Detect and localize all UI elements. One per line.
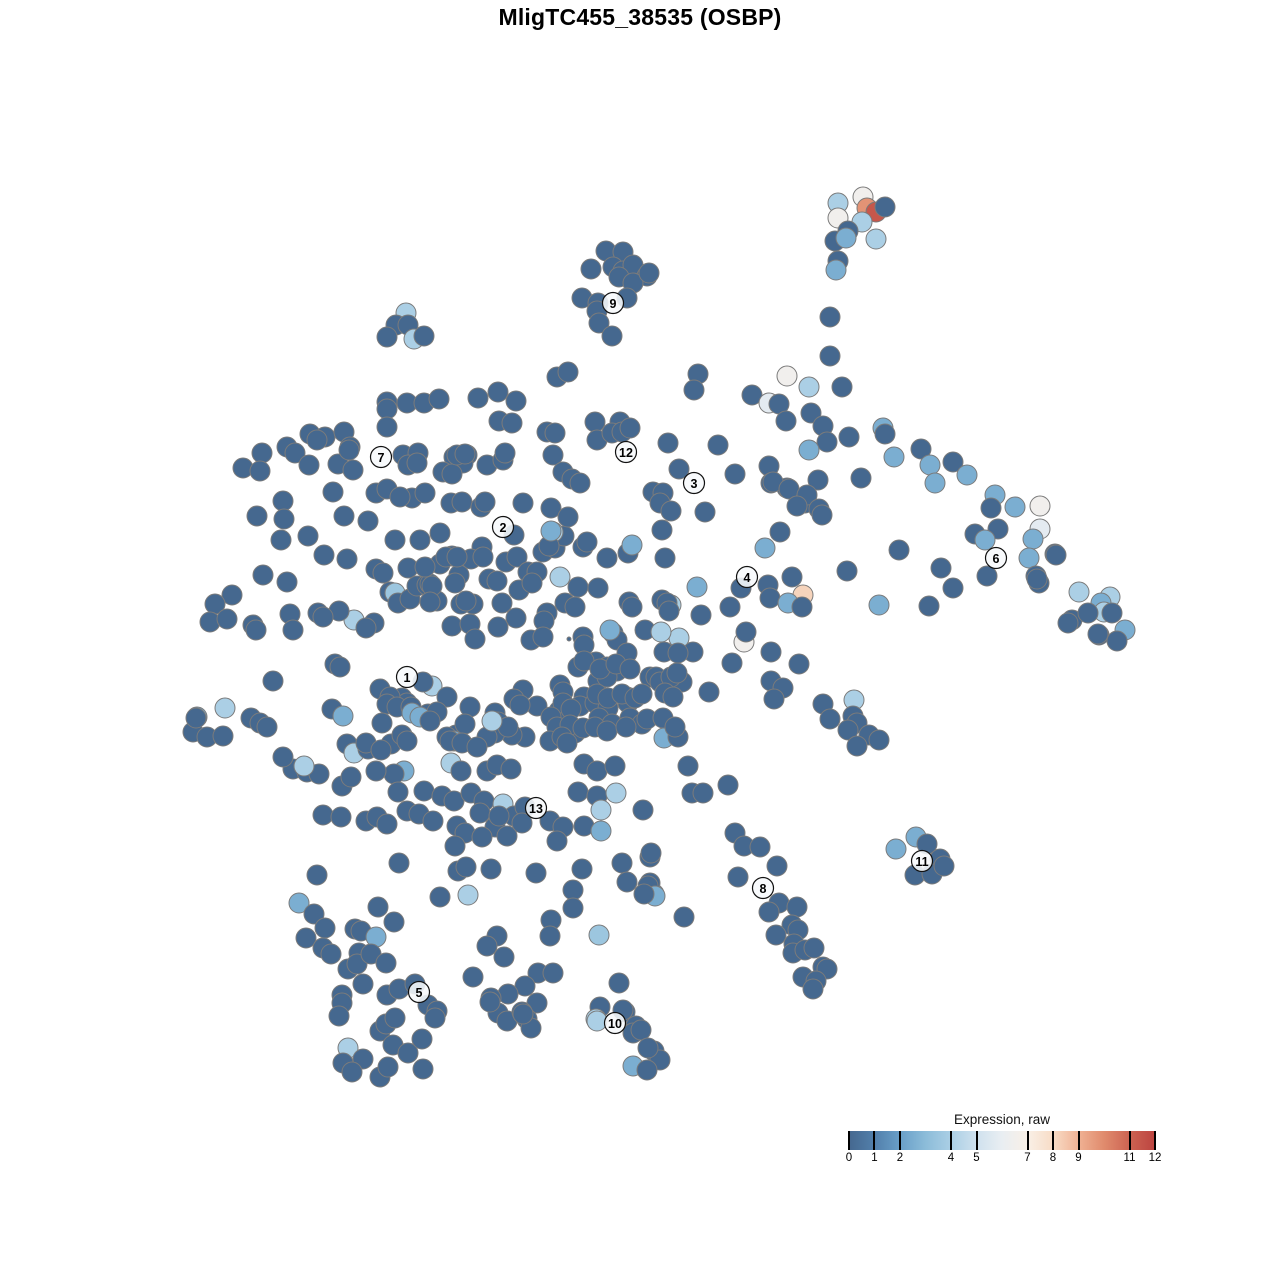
- legend-tick-label: 7: [1024, 1152, 1031, 1164]
- legend-tick-labels: 0 1 2 4 5 7 8 9 11 12: [845, 1152, 1162, 1168]
- legend-tick-label: 11: [1123, 1152, 1136, 1164]
- svg-text:3: 3: [691, 477, 698, 491]
- cluster-label-3: 3: [682, 471, 706, 495]
- legend-tick: [1128, 1131, 1131, 1150]
- svg-text:2: 2: [500, 521, 507, 535]
- legend-tick: [1026, 1131, 1029, 1150]
- legend-tick: [848, 1131, 850, 1150]
- svg-text:1: 1: [404, 671, 411, 685]
- cluster-label-8: 8: [751, 876, 775, 900]
- svg-text:5: 5: [416, 986, 423, 1000]
- svg-text:13: 13: [529, 802, 543, 816]
- legend-tick: [873, 1131, 876, 1150]
- cluster-label-11: 11: [910, 849, 934, 873]
- legend-title: Expression, raw: [953, 1112, 1051, 1127]
- cluster-label-9: 9: [601, 291, 625, 315]
- cluster-label-4: 4: [735, 565, 759, 589]
- cluster-label-13: 13: [524, 796, 548, 820]
- legend-tick-label: 9: [1075, 1152, 1082, 1164]
- legend-tick: [1077, 1131, 1080, 1150]
- svg-text:12: 12: [619, 446, 633, 460]
- cluster-label-12: 12: [614, 440, 638, 464]
- legend-tick-label: 2: [896, 1152, 904, 1164]
- legend-tick: [898, 1131, 901, 1150]
- svg-text:10: 10: [608, 1017, 622, 1031]
- svg-text:11: 11: [915, 855, 928, 869]
- legend-tick-label: 4: [947, 1152, 955, 1164]
- legend-tick: [1051, 1131, 1054, 1150]
- expression-legend: Expression, raw 0 1 2 4 5 7 8 9 11 12: [845, 1112, 1162, 1168]
- cluster-label-1: 1: [395, 665, 419, 689]
- svg-text:9: 9: [610, 297, 617, 311]
- cluster-label-7: 7: [369, 445, 393, 469]
- svg-text:7: 7: [378, 451, 385, 465]
- cluster-label-5: 5: [407, 980, 431, 1004]
- legend-gradient-bar: [848, 1131, 1156, 1150]
- svg-text:4: 4: [744, 571, 751, 585]
- legend-tick-label: 1: [871, 1152, 878, 1164]
- chart-title: MligTC455_38535 (OSBP): [498, 4, 782, 30]
- cluster-label-6: 6: [984, 546, 1008, 570]
- legend-tick-label: 5: [973, 1152, 980, 1164]
- legend-tick-label: 8: [1049, 1152, 1057, 1164]
- svg-text:6: 6: [993, 552, 1000, 566]
- svg-text:8: 8: [760, 882, 767, 896]
- cluster-label-2: 2: [491, 515, 515, 539]
- legend-tick: [975, 1131, 978, 1150]
- cluster-label-10: 10: [603, 1011, 627, 1035]
- legend-tick-label: 12: [1148, 1152, 1162, 1164]
- legend-tick-label: 0: [845, 1152, 853, 1164]
- legend-tick: [949, 1131, 952, 1150]
- legend-tick: [1154, 1131, 1156, 1150]
